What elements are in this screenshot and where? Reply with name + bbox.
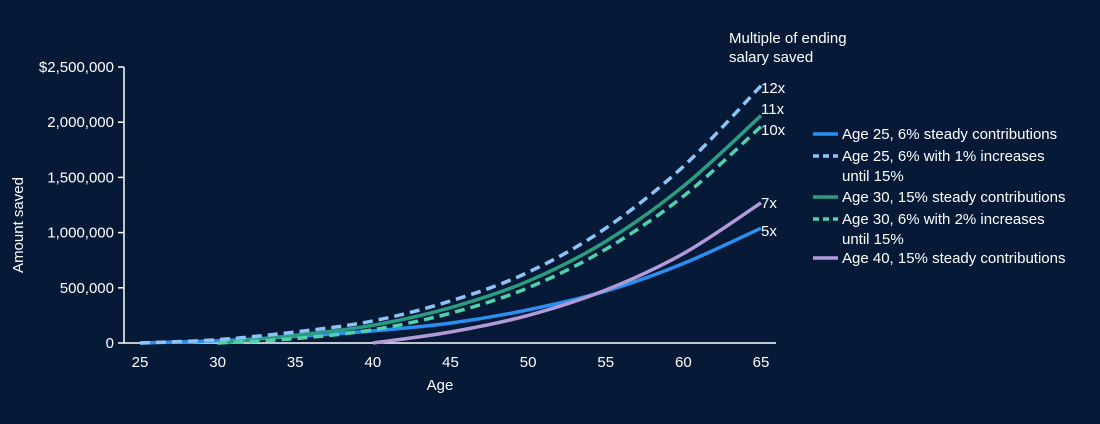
series-line xyxy=(217,114,763,345)
end-label: 5x xyxy=(761,223,777,240)
legend-label: until 15% xyxy=(842,168,904,185)
y-tick-label: 1,000,000 xyxy=(47,225,114,242)
multiple-annotation: Multiple of ending salary saved xyxy=(729,30,847,66)
y-tick-label: 1,500,000 xyxy=(47,169,114,186)
x-tick-label: 50 xyxy=(520,354,537,371)
y-tick-label: 500,000 xyxy=(60,280,114,297)
x-tick-label: 65 xyxy=(753,354,770,371)
legend-label: Age 25, 6% steady contributions xyxy=(842,126,1057,143)
x-tick-label: 40 xyxy=(365,354,382,371)
y-tick-label: 0 xyxy=(106,335,114,352)
annotation-line-1: Multiple of ending xyxy=(729,30,847,47)
series-line xyxy=(139,226,762,345)
y-axis-ticks: 0 500,000 1,000,000 1,500,000 2,000,000 $2,50… xyxy=(39,59,124,352)
series-line xyxy=(372,201,762,345)
y-axis-title: Amount saved xyxy=(10,177,27,273)
end-label: 12x xyxy=(761,80,786,97)
series-line xyxy=(217,125,763,345)
series-line xyxy=(139,84,763,345)
x-tick-label: 55 xyxy=(597,354,614,371)
annotation-line-2: salary saved xyxy=(729,49,813,66)
y-tick-label: $2,500,000 xyxy=(39,59,114,76)
x-axis-ticks: 25 30 35 40 45 50 55 60 65 xyxy=(132,354,770,371)
x-tick-label: 30 xyxy=(209,354,226,371)
end-label: 10x xyxy=(761,122,786,139)
x-tick-label: 60 xyxy=(675,354,692,371)
x-tick-label: 35 xyxy=(287,354,304,371)
legend-label: Age 25, 6% with 1% increases xyxy=(842,148,1045,165)
legend-label: Age 30, 15% steady contributions xyxy=(842,189,1065,206)
legend-label: until 15% xyxy=(842,231,904,248)
legend: Age 25, 6% steady contributions Age 25, 6… xyxy=(813,126,1065,267)
series-lines xyxy=(139,84,763,345)
end-label: 11x xyxy=(761,101,785,118)
end-label: 7x xyxy=(761,195,777,212)
legend-label: Age 40, 15% steady contributions xyxy=(842,250,1065,267)
x-axis-title: Age xyxy=(427,377,454,394)
y-tick-label: 2,000,000 xyxy=(47,114,114,131)
end-labels: 5x 12x 11x 10x 7x xyxy=(761,80,786,240)
x-tick-label: 45 xyxy=(442,354,459,371)
x-tick-label: 25 xyxy=(132,354,149,371)
legend-label: Age 30, 6% with 2% increases xyxy=(842,211,1045,228)
